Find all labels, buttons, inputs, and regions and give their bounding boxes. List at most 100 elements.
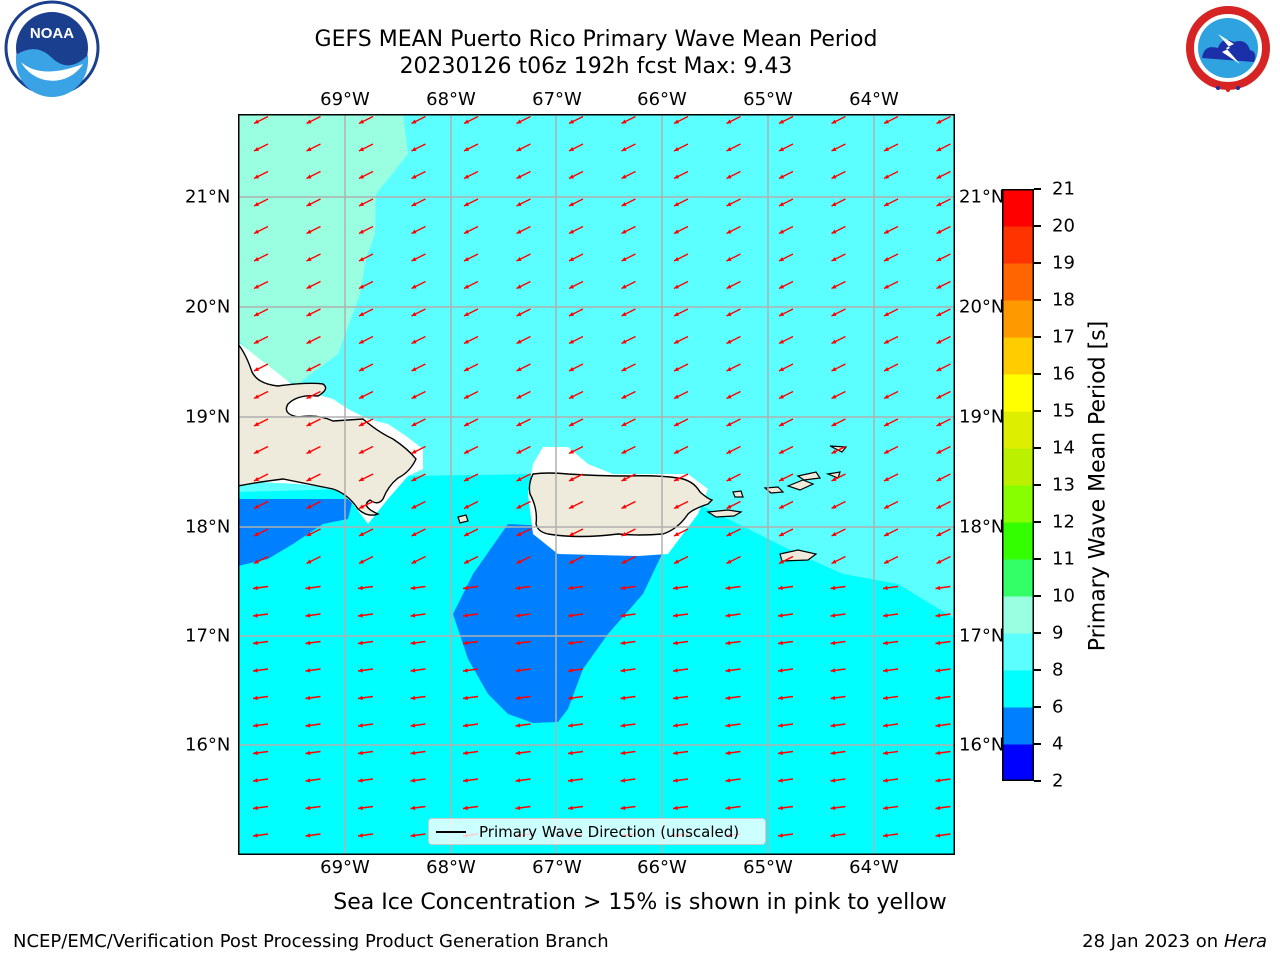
colorbar-swatch <box>1002 670 1034 708</box>
wave-arrow-head <box>464 367 469 371</box>
colorbar-tick <box>1034 262 1041 264</box>
wave-arrow-head <box>673 778 678 783</box>
footer-branch: NCEP/EMC/Verification Post Processing Pr… <box>13 931 609 952</box>
wave-arrow-head <box>410 750 416 756</box>
wave-arrow-head <box>830 778 836 783</box>
wave-arrow-head <box>621 532 627 536</box>
colorbar-title: Primary Wave Mean Period [s] <box>1085 320 1111 652</box>
nws-logo <box>1178 0 1280 100</box>
wave-arrow-head <box>359 202 364 206</box>
wave-arrow-head <box>884 477 889 481</box>
wave-arrow-head <box>621 284 627 289</box>
colorbar-tick <box>1034 410 1041 412</box>
wave-arrow-head <box>254 532 259 536</box>
wave-direction-arrows <box>252 115 951 838</box>
wave-arrow-head <box>778 723 783 728</box>
wave-arrow-head <box>411 559 417 564</box>
wave-arrow-head <box>936 532 942 536</box>
wave-arrow-head <box>725 613 731 618</box>
wave-arrow-head <box>411 119 417 124</box>
wave-arrow-head <box>673 613 678 618</box>
colorbar-swatch <box>1002 559 1034 597</box>
wave-arrow-head <box>463 805 468 811</box>
colorbar-swatch <box>1002 411 1034 449</box>
wave-arrow-head <box>515 805 521 811</box>
wave-arrow-head <box>358 723 363 728</box>
wave-arrow-head <box>725 585 731 591</box>
wave-arrow-head <box>779 229 784 234</box>
colorbar-tick <box>1034 447 1041 449</box>
colorbar-swatch <box>1002 374 1034 412</box>
colorbar-frame <box>1002 189 1034 781</box>
wave-arrow-head <box>569 532 574 536</box>
wave-arrow-head <box>884 229 889 234</box>
wave-arrow-head <box>935 750 941 756</box>
wave-arrow-head <box>515 778 521 783</box>
wave-arrow-head <box>254 504 259 509</box>
wave-arrow-head <box>831 174 837 179</box>
wave-arrow-head <box>306 559 312 564</box>
wave-arrow-head <box>883 585 888 591</box>
wave-arrow-head <box>779 202 784 206</box>
wave-arrow-head <box>936 504 942 509</box>
wave-arrow-head <box>725 805 731 811</box>
wave-arrow-head <box>359 312 364 316</box>
wave-arrow-head <box>883 805 888 811</box>
wave-arrow-head <box>464 477 469 481</box>
wave-arrow-head <box>305 613 311 618</box>
wave-arrow-head <box>831 477 837 481</box>
wave-arrow-head <box>830 585 836 591</box>
wave-arrow-head <box>935 613 941 618</box>
wave-arrow-head <box>779 532 784 536</box>
lat-label-right-17n: 17°N <box>959 625 1005 647</box>
wave-arrow-head <box>778 668 783 673</box>
wave-arrow-head <box>515 585 521 591</box>
wave-arrow-head <box>778 778 783 783</box>
anegada-island <box>825 471 841 479</box>
lon-label-top-67w: 67°W <box>532 89 582 110</box>
wave-arrow-head <box>253 723 258 728</box>
wave-arrow-head <box>306 284 312 289</box>
wave-arrow-head <box>883 695 888 701</box>
wave-arrow-head <box>516 339 522 344</box>
colorbar-tick <box>1034 632 1041 634</box>
wave-arrow-head <box>883 723 888 728</box>
wave-arrow-head <box>569 339 574 344</box>
colorbar-tick-label: 6 <box>1052 696 1064 718</box>
wave-arrow-head <box>936 229 942 234</box>
colorbar-swatch <box>1002 522 1034 560</box>
wave-arrow-head <box>726 504 732 509</box>
wave-arrow-head <box>464 284 469 289</box>
wave-arrow-head <box>306 422 312 426</box>
wave-arrow-head <box>463 778 468 783</box>
wave-arrow-head <box>674 312 679 316</box>
wave-arrow-head <box>674 257 679 261</box>
colorbar-tick <box>1034 706 1041 708</box>
lat-label-left-21n: 21°N <box>185 186 231 208</box>
wave-arrow-head <box>515 640 521 646</box>
wave-arrow-head <box>359 339 364 344</box>
wave-arrow-head <box>936 477 942 481</box>
wave-arrow-head <box>254 202 259 206</box>
wave-arrow-head <box>884 504 889 509</box>
colorbar-swatch <box>1002 337 1034 375</box>
wave-arrow-head <box>359 147 364 151</box>
wave-arrow-head <box>726 229 732 234</box>
wave-arrow-head <box>725 668 731 673</box>
wave-arrow-head <box>726 367 732 371</box>
wave-arrow-head <box>831 284 837 289</box>
wave-arrow-head <box>674 174 679 179</box>
wave-arrow-head <box>936 284 942 289</box>
wave-arrow-head <box>725 640 731 646</box>
wave-arrow-head <box>411 449 417 454</box>
colorbar-tick-label: 13 <box>1052 474 1075 496</box>
wave-arrow-head <box>883 778 888 783</box>
colorbar-swatch <box>1002 633 1034 671</box>
wave-arrow-head <box>359 532 364 536</box>
wave-arrow-head <box>253 778 258 783</box>
colorbar-tick-label: 11 <box>1052 548 1075 570</box>
wave-arrow-head <box>464 119 469 124</box>
wave-arrow-head <box>306 257 312 261</box>
wave-arrow-head <box>935 585 941 591</box>
wave-arrow-head <box>306 312 312 316</box>
